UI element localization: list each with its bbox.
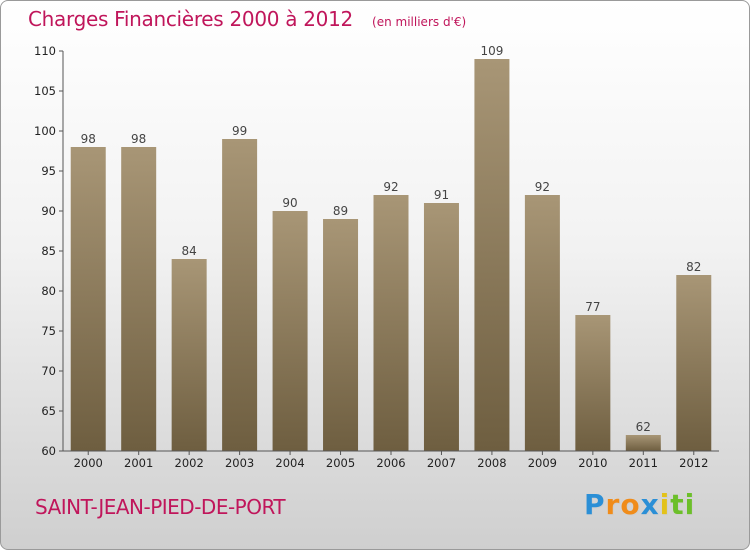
bar-2008 bbox=[474, 59, 510, 451]
data-label-2003: 99 bbox=[232, 124, 247, 138]
logo-letter: i bbox=[684, 488, 696, 521]
x-tick-label-2005: 2005 bbox=[326, 456, 355, 470]
logo-letter: o bbox=[620, 488, 641, 521]
data-label-2004: 90 bbox=[282, 196, 297, 210]
chart-title: Charges Financières 2000 à 2012 bbox=[28, 7, 353, 31]
x-tick-label-2006: 2006 bbox=[376, 456, 405, 470]
logo-letter: x bbox=[640, 488, 660, 521]
bar-2003 bbox=[222, 139, 258, 451]
y-tick-label-70: 70 bbox=[41, 364, 56, 378]
data-label-2001: 98 bbox=[131, 132, 146, 146]
bar-2010 bbox=[575, 315, 611, 451]
x-tick-label-2003: 2003 bbox=[225, 456, 254, 470]
y-tick-label-100: 100 bbox=[34, 124, 56, 138]
bar-2007 bbox=[423, 203, 459, 451]
x-tick-label-2011: 2011 bbox=[629, 456, 658, 470]
x-tick-label-2002: 2002 bbox=[175, 456, 204, 470]
bar-2009 bbox=[524, 195, 560, 451]
data-label-2009: 92 bbox=[535, 180, 550, 194]
logo-letter: t bbox=[670, 488, 685, 521]
x-tick-label-2009: 2009 bbox=[528, 456, 557, 470]
y-tick-label-65: 65 bbox=[41, 404, 56, 418]
data-label-2000: 98 bbox=[81, 132, 96, 146]
logo-letter: i bbox=[659, 488, 671, 521]
logo-letter: P bbox=[584, 488, 606, 521]
y-tick-label-85: 85 bbox=[41, 244, 56, 258]
data-label-2012: 82 bbox=[686, 260, 701, 274]
y-tick-label-105: 105 bbox=[34, 84, 56, 98]
bar-2000 bbox=[70, 147, 106, 451]
bar-2006 bbox=[373, 195, 409, 451]
x-tick-label-2010: 2010 bbox=[578, 456, 607, 470]
x-tick-label-2001: 2001 bbox=[124, 456, 153, 470]
data-label-2008: 109 bbox=[480, 44, 503, 58]
bar-2011 bbox=[625, 435, 661, 451]
bar-2012 bbox=[676, 275, 712, 451]
bar-2002 bbox=[171, 259, 207, 451]
x-tick-label-2008: 2008 bbox=[477, 456, 506, 470]
x-tick-label-2000: 2000 bbox=[74, 456, 103, 470]
title-row: Charges Financières 2000 à 2012 (en mill… bbox=[28, 7, 466, 31]
bar-2001 bbox=[121, 147, 157, 451]
y-tick-label-95: 95 bbox=[41, 164, 56, 178]
proxiti-logo: Proxiti bbox=[584, 488, 695, 521]
y-tick-label-80: 80 bbox=[41, 284, 56, 298]
y-tick-label-90: 90 bbox=[41, 204, 56, 218]
data-label-2011: 62 bbox=[636, 420, 651, 434]
data-label-2007: 91 bbox=[434, 188, 449, 202]
chart-subtitle: (en milliers d'€) bbox=[372, 15, 467, 29]
data-label-2002: 84 bbox=[182, 244, 197, 258]
y-tick-label-110: 110 bbox=[34, 44, 56, 58]
data-label-2010: 77 bbox=[585, 300, 600, 314]
y-tick-label-75: 75 bbox=[41, 324, 56, 338]
x-tick-label-2007: 2007 bbox=[427, 456, 456, 470]
data-label-2005: 89 bbox=[333, 204, 348, 218]
data-label-2006: 92 bbox=[383, 180, 398, 194]
x-tick-label-2012: 2012 bbox=[679, 456, 708, 470]
x-tick-label-2004: 2004 bbox=[275, 456, 304, 470]
bar-2005 bbox=[323, 219, 359, 451]
bar-2004 bbox=[272, 211, 308, 451]
logo-letter: r bbox=[605, 488, 621, 521]
y-tick-label-60: 60 bbox=[41, 444, 56, 458]
commune-name: SAINT-JEAN-PIED-DE-PORT bbox=[35, 495, 286, 519]
